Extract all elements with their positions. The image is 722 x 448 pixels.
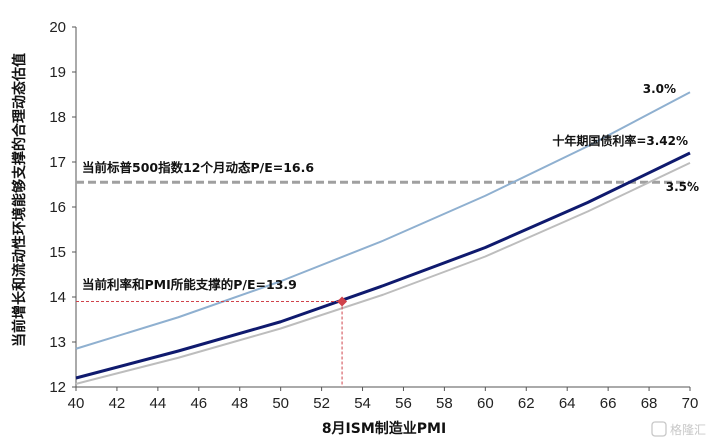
series-label-3-42: 十年期国债利率=3.42% bbox=[552, 133, 688, 148]
x-tick-label: 50 bbox=[272, 395, 289, 412]
y-tick-label: 13 bbox=[49, 334, 66, 351]
y-tick-label: 15 bbox=[49, 244, 66, 261]
series-label-3-5: 3.5% bbox=[666, 180, 699, 194]
watermark-logo-icon bbox=[651, 421, 667, 437]
watermark: 格隆汇 bbox=[651, 421, 706, 437]
x-tick-label: 70 bbox=[682, 395, 699, 412]
series-line-0 bbox=[75, 91, 691, 350]
x-axis-title: 8月ISM制造业PMI bbox=[322, 420, 446, 437]
x-tick-label: 68 bbox=[641, 395, 658, 412]
y-tick-labels: 12 13 14 15 16 17 18 19 20 bbox=[49, 19, 76, 396]
y-tick-label: 18 bbox=[49, 109, 66, 126]
y-tick-label: 16 bbox=[49, 199, 66, 216]
x-tick-label: 40 bbox=[68, 395, 85, 412]
y-tick-label: 12 bbox=[49, 379, 66, 396]
x-tick-label: 58 bbox=[436, 395, 453, 412]
x-tick-label: 52 bbox=[313, 395, 330, 412]
series-label-3-0: 3.0% bbox=[643, 82, 676, 96]
marker-label: 当前利率和PMI所能支撑的P/E=13.9 bbox=[82, 277, 297, 292]
x-tick-label: 64 bbox=[559, 395, 576, 412]
marker-point bbox=[337, 296, 348, 307]
y-axis-title: 当前增长和流动性环境能够支撑的合理动态估值 bbox=[11, 53, 28, 347]
x-tick-label: 46 bbox=[190, 395, 207, 412]
x-tick-labels: 40 42 44 46 48 50 52 54 56 58 60 62 64 66 68 70 bbox=[68, 387, 699, 412]
series-group bbox=[75, 91, 691, 385]
y-tick-label: 14 bbox=[49, 289, 66, 306]
x-tick-label: 54 bbox=[354, 395, 371, 412]
marker-group bbox=[76, 296, 348, 387]
x-tick-label: 56 bbox=[395, 395, 412, 412]
x-tick-label: 44 bbox=[150, 395, 167, 412]
series-line-2 bbox=[75, 161, 691, 385]
y-tick-label: 20 bbox=[49, 19, 66, 36]
x-tick-label: 62 bbox=[518, 395, 535, 412]
x-tick-label: 60 bbox=[477, 395, 494, 412]
x-tick-label: 66 bbox=[600, 395, 617, 412]
series-line-1 bbox=[75, 151, 691, 380]
x-tick-label: 42 bbox=[109, 395, 126, 412]
x-tick-label: 48 bbox=[231, 395, 248, 412]
y-tick-label: 17 bbox=[49, 154, 66, 171]
watermark-text: 格隆汇 bbox=[670, 422, 706, 437]
y-tick-label: 19 bbox=[49, 64, 66, 81]
reference-line-label: 当前标普500指数12个月动态P/E=16.6 bbox=[82, 160, 314, 175]
